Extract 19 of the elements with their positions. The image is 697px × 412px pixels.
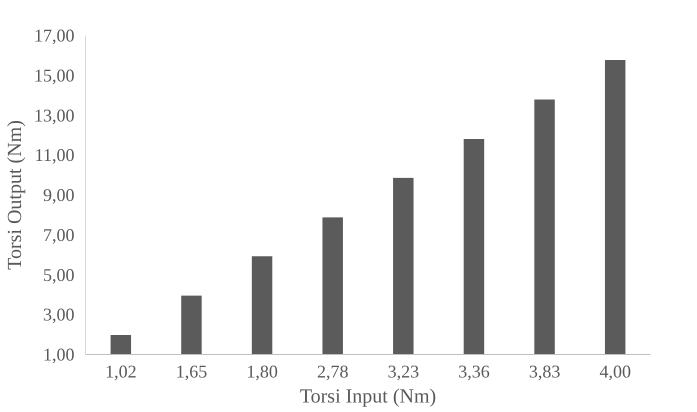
x-tick-label: 3,36 [458, 362, 490, 382]
x-tick-label: 1,80 [246, 362, 278, 382]
y-axis-title: Torsi Output (Nm) [4, 120, 26, 270]
y-tick-label: 1,00 [43, 344, 74, 364]
y-tick-label: 15,00 [34, 65, 74, 86]
y-tick-label: 17,00 [34, 26, 74, 46]
y-tick-label: 9,00 [43, 185, 74, 205]
x-tick-label: 4,00 [599, 362, 631, 382]
x-tick-label: 1,65 [176, 362, 208, 382]
y-tick-label: 3,00 [43, 304, 74, 325]
y-tick-label: 13,00 [34, 105, 74, 126]
y-tick-label: 5,00 [43, 264, 74, 285]
x-tick-label: 1,02 [105, 362, 137, 382]
x-axis-title: Torsi Input (Nm) [300, 386, 436, 408]
y-tick-label: 11,00 [34, 145, 75, 166]
y-tick-label: 7,00 [43, 224, 74, 245]
x-tick-label: 3,83 [528, 362, 560, 382]
x-tick-label: 2,78 [316, 362, 348, 382]
x-tick-label: 3,23 [388, 362, 420, 382]
